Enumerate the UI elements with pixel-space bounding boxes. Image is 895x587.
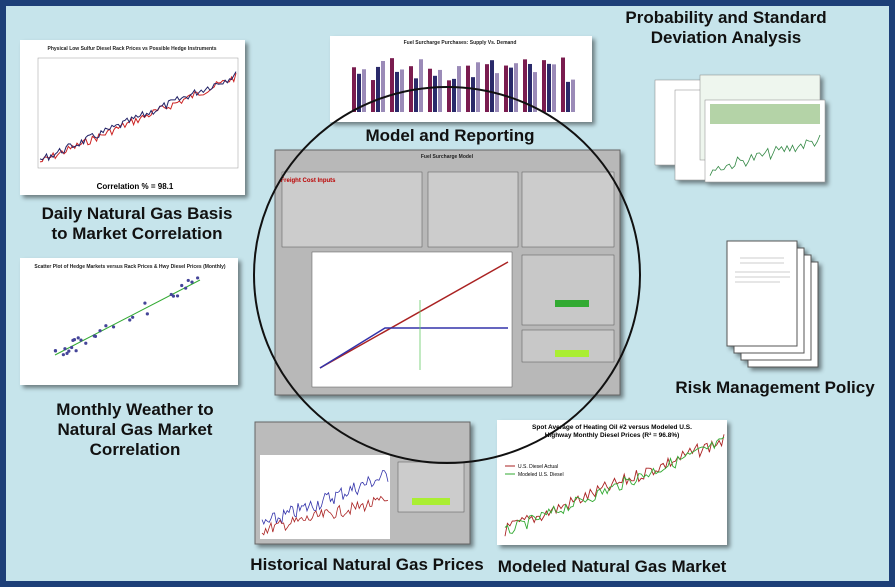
decor-bar <box>566 82 570 112</box>
decor-dot <box>190 281 193 284</box>
thumb-title: Scatter Plot of Hedge Markets versus Rac… <box>34 264 226 270</box>
decor-dot <box>70 346 73 349</box>
decor-bar <box>395 72 399 112</box>
caption: Probability and Standard <box>625 8 826 27</box>
decor-dot <box>54 349 57 352</box>
probability-sheets <box>655 75 825 182</box>
decor-dot <box>196 276 199 279</box>
decor-bar <box>433 76 437 112</box>
decor-dot <box>176 294 179 297</box>
decor-bar <box>514 63 518 112</box>
thumb-title: Fuel Surcharge Purchases: Supply Vs. Dem… <box>404 40 517 46</box>
caption: Monthly Weather to <box>56 400 213 419</box>
legend-label: Modeled U.S. Diesel <box>518 472 564 478</box>
decor-dot <box>71 339 74 342</box>
decor-bar <box>452 79 456 112</box>
decor-bar <box>438 70 442 112</box>
caption: Historical Natural Gas Prices <box>250 555 483 574</box>
caption: Modeled Natural Gas Market <box>498 557 727 576</box>
decor-dot <box>77 336 80 339</box>
historical-screenshot <box>255 422 470 544</box>
decor-dot <box>63 347 66 350</box>
decor-dot <box>79 339 82 342</box>
decor-bar <box>371 80 375 112</box>
decor-bar <box>457 66 461 112</box>
decor-bar <box>547 64 551 112</box>
decor-bar <box>390 58 394 112</box>
decor-dot <box>98 329 101 332</box>
caption: Correlation <box>90 440 181 459</box>
panel-label: Freight Cost Inputs <box>281 178 337 184</box>
decor-bar <box>419 59 423 112</box>
decor-bar <box>400 69 404 112</box>
decor-dot <box>187 279 190 282</box>
decor-bar <box>476 62 480 112</box>
decor-dot <box>143 302 146 305</box>
decor-dot <box>146 312 149 315</box>
decor-bar <box>552 64 556 112</box>
decor-bar <box>376 67 380 112</box>
decor-dot <box>84 342 87 345</box>
decor-bar <box>485 64 489 112</box>
decor-bar <box>509 68 513 112</box>
collage: Physical Low Sulfur Diesel Rack Prices v… <box>0 0 895 587</box>
rack-chart <box>20 40 245 195</box>
decor-dot <box>104 324 107 327</box>
caption: to Market Correlation <box>52 224 223 243</box>
caption: Risk Management Policy <box>675 378 875 397</box>
decor-bar <box>447 80 451 112</box>
model-screenshot <box>275 150 620 395</box>
decor-bar <box>428 69 432 112</box>
caption: Deviation Analysis <box>651 28 802 47</box>
supply-chart <box>330 36 592 122</box>
decor-dot <box>180 284 183 287</box>
caption: Natural Gas Market <box>58 420 213 439</box>
decor-dot <box>112 325 115 328</box>
legend-label: U.S. Diesel Actual <box>518 464 558 470</box>
thumb-title: Highway Monthly Diesel Prices (R² = 96.8… <box>545 432 680 439</box>
decor-bar <box>471 77 475 112</box>
scatter-chart <box>20 258 238 385</box>
decor-dot <box>65 352 68 355</box>
decor-dot <box>184 287 187 290</box>
decor-bar <box>542 60 546 112</box>
decor-dot <box>128 318 131 321</box>
decor-dot <box>131 316 134 319</box>
caption: Daily Natural Gas Basis <box>42 204 233 223</box>
policy-documents <box>727 241 818 367</box>
decor-dot <box>62 353 65 356</box>
decor-bar <box>504 66 508 112</box>
caption: Model and Reporting <box>365 126 534 145</box>
correlation-label: Correlation % = 98.1 <box>97 182 174 191</box>
decor-dot <box>93 334 96 337</box>
decor-bar <box>414 78 418 112</box>
decor-bar <box>571 80 575 112</box>
decor-bar <box>561 58 565 112</box>
decor-bar <box>381 61 385 112</box>
decor-dot <box>172 295 175 298</box>
thumb-title: Fuel Surcharge Model <box>421 154 474 160</box>
decor-bar <box>352 67 356 112</box>
thumb-title: Physical Low Sulfur Diesel Rack Prices v… <box>48 46 217 52</box>
decor-dot <box>75 349 78 352</box>
decor-bar <box>490 60 494 112</box>
